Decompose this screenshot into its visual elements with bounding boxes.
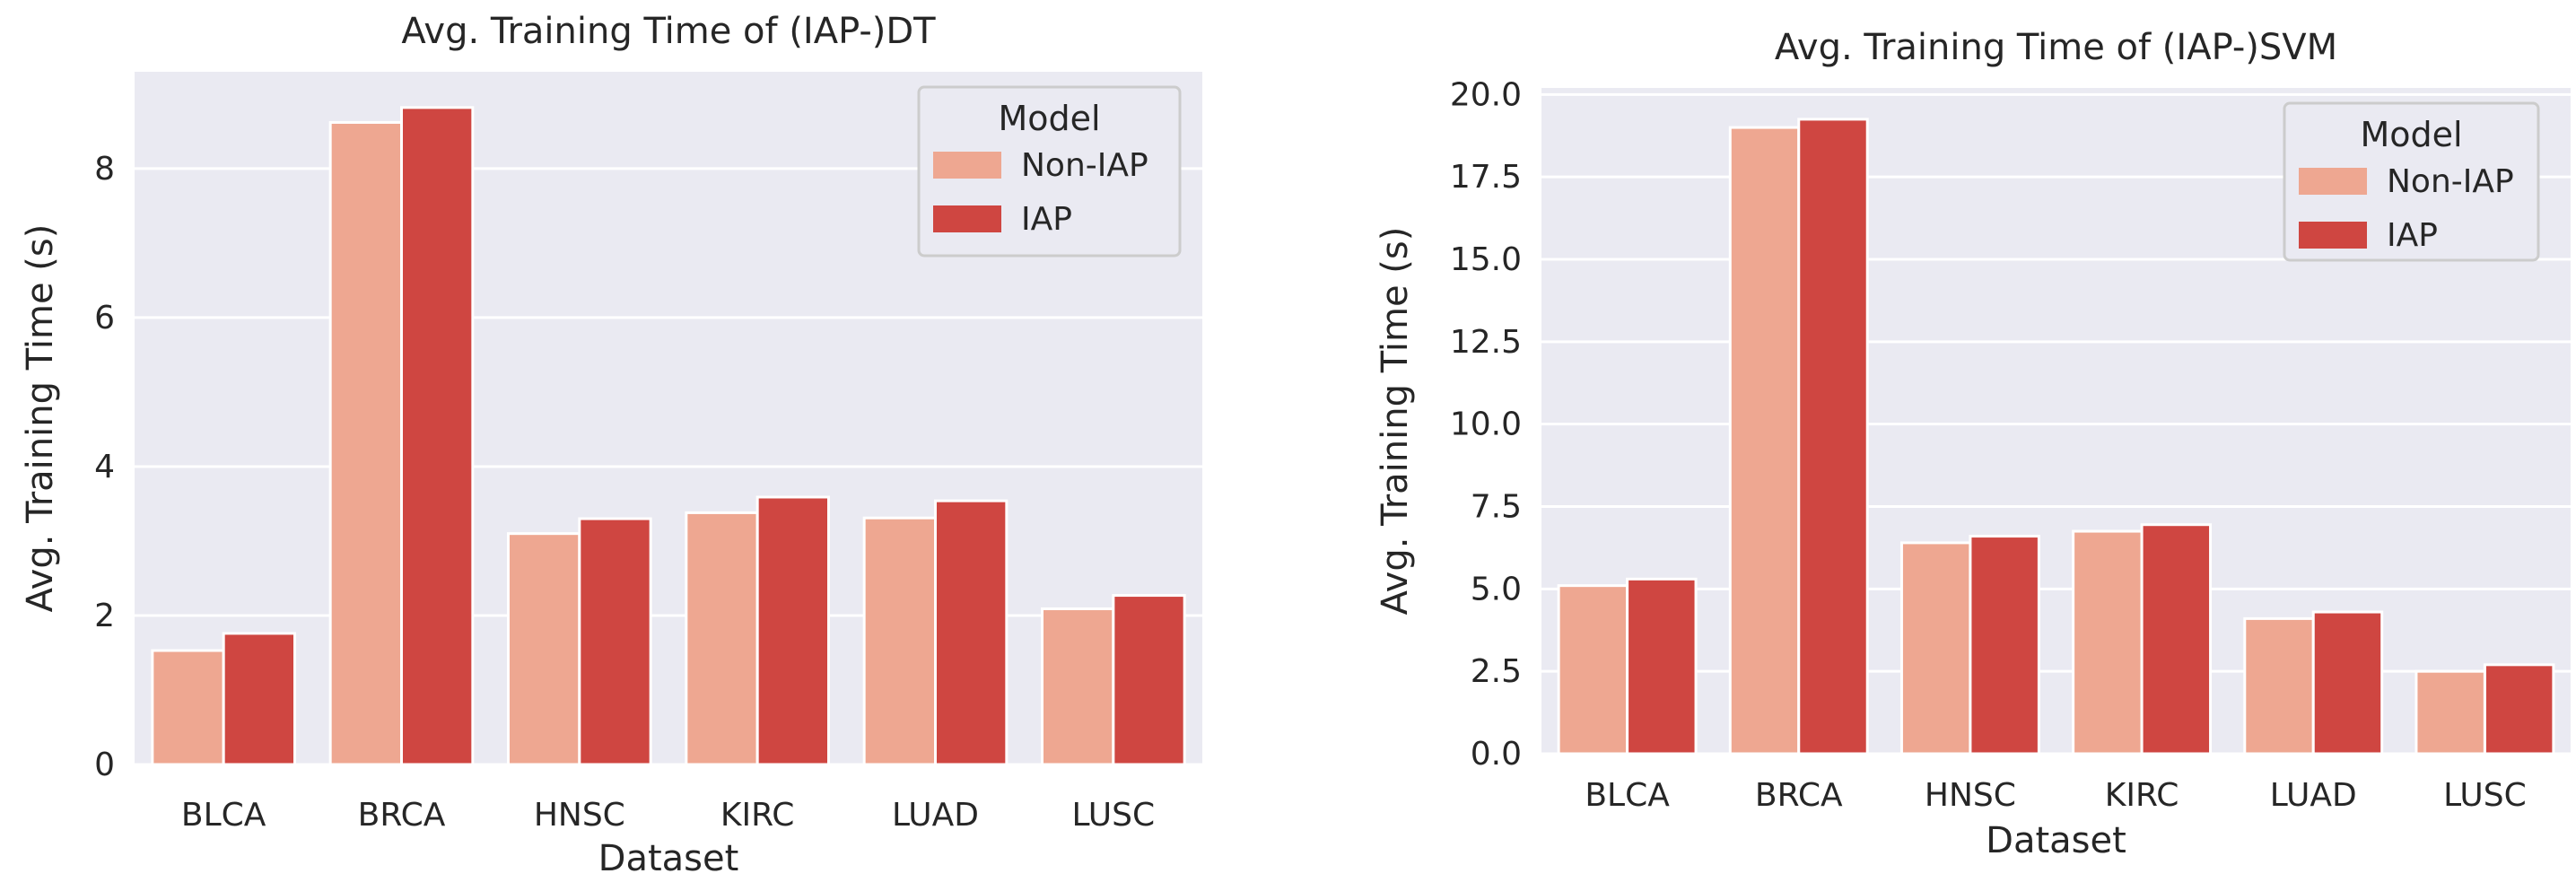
legend-swatch-non-iap <box>2299 168 2367 195</box>
bar-non-iap-blca <box>151 649 225 766</box>
bar-iap-kirc <box>2140 523 2213 756</box>
x-tick-label: HNSC <box>1925 777 2016 814</box>
x-axis-label: Dataset <box>598 838 739 879</box>
x-tick-label: LUSC <box>1072 797 1156 834</box>
legend-swatch-iap <box>933 205 1001 232</box>
legend-label-non-iap: Non-IAP <box>2387 163 2514 200</box>
bar-iap-hnsc <box>1969 535 2040 756</box>
x-tick-label: BLCA <box>181 797 266 834</box>
y-tick-label: 12.5 <box>1450 324 1522 361</box>
y-tick-label: 10.0 <box>1450 406 1522 443</box>
bar-non-iap-kirc <box>2072 529 2144 756</box>
legend: Model Non-IAP IAP <box>917 85 1182 258</box>
y-tick-label: 5.0 <box>1471 571 1522 607</box>
y-tick-label: 17.5 <box>1450 159 1522 196</box>
bar-iap-brca <box>400 106 475 766</box>
legend-title: Model <box>998 99 1100 138</box>
bar-non-iap-hnsc <box>1899 541 1972 756</box>
y-tick-label: 8 <box>94 151 115 188</box>
chart-title: Avg. Training Time of (IAP-)DT <box>401 11 936 52</box>
bar-iap-brca <box>1797 118 1869 756</box>
chart-dt: 0 2 4 6 8 BLCA BRCA HNSC KIRC LUAD LUSC Avg. Traini… <box>20 11 1202 879</box>
x-tick-label: KIRC <box>2105 777 2179 814</box>
y-tick-label: 0.0 <box>1471 736 1522 773</box>
legend-swatch-iap <box>2299 222 2367 249</box>
x-tick-label: HNSC <box>534 797 625 834</box>
bar-non-iap-lusc <box>1041 607 1115 766</box>
y-tick-label: 2 <box>94 598 115 634</box>
bar-non-iap-brca <box>1728 126 1801 756</box>
chart-svm: 0.0 2.5 5.0 7.5 10.0 12.5 15.0 17.5 20.0 BLCA BRCA… <box>1375 27 2571 861</box>
bar-iap-lusc <box>2483 663 2555 756</box>
x-tick-label: LUAD <box>2270 777 2357 814</box>
y-tick-label: 6 <box>94 300 115 336</box>
x-tick-label: LUSC <box>2443 777 2527 814</box>
x-tick-label: BRCA <box>1755 777 1843 814</box>
legend-frame <box>2283 101 2540 262</box>
bar-iap-luad <box>2311 610 2384 756</box>
bar-non-iap-lusc <box>2414 669 2486 756</box>
bar-non-iap-brca <box>328 120 403 766</box>
bar-iap-kirc <box>755 495 831 766</box>
x-tick-label: KIRC <box>720 797 795 834</box>
bar-non-iap-kirc <box>685 511 759 766</box>
x-tick-label: BRCA <box>358 797 446 834</box>
bar-non-iap-blca <box>1557 584 1629 756</box>
y-tick-label: 20.0 <box>1450 76 1522 113</box>
y-axis-label: Avg. Training Time (s) <box>1375 227 1416 616</box>
bar-non-iap-hnsc <box>507 532 581 766</box>
y-tick-label: 4 <box>94 449 115 485</box>
chart-title: Avg. Training Time of (IAP-)SVM <box>1775 27 2337 68</box>
bar-iap-lusc <box>1112 594 1186 766</box>
bar-non-iap-luad <box>862 516 938 766</box>
bar-non-iap-luad <box>2243 616 2315 756</box>
x-tick-label: LUAD <box>892 797 979 834</box>
bar-iap-blca <box>1626 577 1698 756</box>
y-tick-label: 2.5 <box>1471 653 1522 690</box>
bar-iap-blca <box>222 632 297 766</box>
legend-label-non-iap: Non-IAP <box>1021 147 1148 184</box>
legend-label-iap: IAP <box>1021 201 1072 238</box>
y-tick-label: 7.5 <box>1471 489 1522 526</box>
x-axis-label: Dataset <box>1986 820 2126 861</box>
y-tick-label: 0 <box>94 747 115 783</box>
legend-title: Model <box>2360 115 2462 154</box>
legend: Model Non-IAP IAP <box>2283 101 2540 262</box>
bar-iap-luad <box>934 499 1009 766</box>
legend-label-iap: IAP <box>2387 217 2438 254</box>
legend-swatch-non-iap <box>933 152 1001 179</box>
bar-iap-hnsc <box>578 517 652 766</box>
y-axis-label: Avg. Training Time (s) <box>20 224 61 613</box>
x-tick-label: BLCA <box>1585 777 1670 814</box>
y-tick-label: 15.0 <box>1450 241 1522 278</box>
